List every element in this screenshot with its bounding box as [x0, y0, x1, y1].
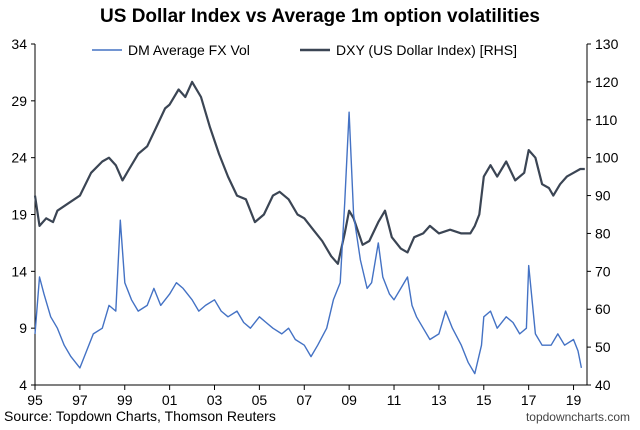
x-tick-label: 15	[476, 392, 492, 408]
x-tick-label: 19	[566, 392, 582, 408]
y-right-tick-label: 120	[595, 74, 619, 90]
y-right-tick-label: 40	[595, 377, 611, 393]
x-tick-label: 09	[341, 392, 357, 408]
x-tick-label: 17	[521, 392, 537, 408]
y-right-tick-label: 70	[595, 263, 611, 279]
y-right-tick-label: 110	[595, 112, 618, 128]
y-right-tick-label: 60	[595, 301, 611, 317]
y-right-tick-label: 90	[595, 188, 611, 204]
y-left-tick-label: 34	[11, 36, 27, 52]
series-group	[33, 80, 585, 375]
y-left-tick-label: 9	[19, 320, 27, 336]
x-tick-label: 03	[207, 392, 223, 408]
x-tick-label: 97	[72, 392, 88, 408]
y-left-tick-label: 24	[11, 150, 27, 166]
x-tick-label: 07	[296, 392, 312, 408]
x-tick-label: 11	[387, 392, 402, 408]
y-right-tick-label: 100	[595, 150, 619, 166]
series-line-vol	[34, 111, 583, 375]
x-tick-label: 99	[117, 392, 133, 408]
x-tick-label: 05	[252, 392, 268, 408]
x-tick-label: 13	[431, 392, 447, 408]
x-tick-label: 01	[162, 392, 178, 408]
x-tick-label: 95	[27, 392, 43, 408]
y-left-tick-label: 4	[19, 377, 27, 393]
series-line-dxy	[33, 80, 585, 265]
source-note: Source: Topdown Charts, Thomson Reuters	[4, 408, 276, 424]
legend-label-dxy: DXY (US Dollar Index) [RHS]	[336, 42, 517, 58]
y-left-tick-label: 29	[11, 93, 27, 109]
legend-label-vol: DM Average FX Vol	[128, 42, 250, 58]
y-right-tick-label: 50	[595, 339, 611, 355]
chart-title: US Dollar Index vs Average 1m option vol…	[100, 6, 540, 27]
credit-note: topdowncharts.com	[525, 410, 630, 424]
y-left-tick-label: 19	[11, 207, 27, 223]
y-left-tick-label: 14	[11, 263, 27, 279]
y-right-tick-label: 130	[595, 36, 619, 52]
axes: 4 9 14 19 24 29 34 40 50 60 70 80 90 100 110 120 130 95 97…	[11, 36, 618, 408]
legend: DM Average FX Vol DXY (US Dollar Index) […	[92, 42, 517, 58]
y-right-tick-label: 80	[595, 225, 611, 241]
